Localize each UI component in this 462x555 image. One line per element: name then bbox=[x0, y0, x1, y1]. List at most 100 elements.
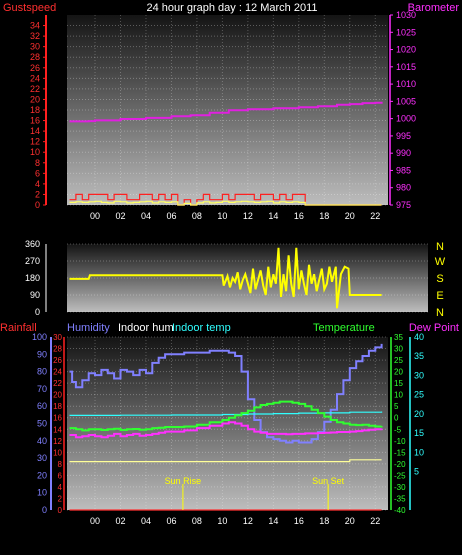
temperature-tick-label: 10 bbox=[394, 391, 403, 400]
rainfall-tick-label: 26 bbox=[53, 356, 62, 365]
barometer-axis-title: Barometer bbox=[408, 2, 460, 14]
panel-3-annotations: Sun Rise Sun Set bbox=[165, 476, 345, 510]
compass-label: E bbox=[436, 290, 443, 302]
dewpoint-tick-label: 30 bbox=[414, 370, 424, 380]
series-temperature bbox=[69, 400, 383, 432]
x-tick-label: 04 bbox=[141, 211, 151, 221]
compass-label: S bbox=[436, 273, 443, 285]
gust-tick-label: 20 bbox=[30, 94, 40, 104]
rainfall-tick-label: 18 bbox=[53, 402, 62, 411]
gust-tick-label: 30 bbox=[30, 42, 40, 52]
series-indoor-hum bbox=[69, 459, 382, 463]
series-indoor-temp bbox=[69, 411, 383, 416]
temperature-tick-label: 0 bbox=[394, 414, 399, 423]
humidity-tick-label: 80 bbox=[37, 367, 47, 377]
temperature-tick-label: -40 bbox=[394, 506, 406, 515]
panel-temperature-humidity: 0102030405060708090100024681012141618202… bbox=[32, 332, 424, 526]
x-tick-label: 06 bbox=[166, 516, 176, 526]
panel-wind-barometer: 0246810121416182022242628303234975980985… bbox=[30, 10, 416, 221]
x-tick-label: 16 bbox=[294, 516, 304, 526]
direction-tick-label: 90 bbox=[30, 290, 40, 300]
temperature-tick-label: 30 bbox=[394, 345, 403, 354]
barometer-tick-label: 975 bbox=[396, 200, 411, 210]
gustspeed-axis-title: Gustspeed bbox=[3, 2, 56, 14]
direction-tick-label: 0 bbox=[35, 307, 40, 317]
x-tick-label: 12 bbox=[243, 211, 253, 221]
graph-title: 24 hour graph day : 12 March 2011 bbox=[146, 2, 317, 14]
rainfall-tick-label: 6 bbox=[58, 471, 63, 480]
rainfall-tick-label: 20 bbox=[53, 391, 62, 400]
dewpoint-tick-label: 5 bbox=[414, 467, 419, 477]
x-tick-label: 10 bbox=[217, 516, 227, 526]
temperature-tick-label: -20 bbox=[394, 460, 406, 469]
temperature-tick-label: 15 bbox=[394, 379, 403, 388]
annotation-sun-set: Sun Set bbox=[312, 476, 345, 486]
barometer-tick-label: 1005 bbox=[396, 96, 416, 106]
legend-dew-point: Dew Point bbox=[409, 322, 459, 334]
rainfall-tick-label: 4 bbox=[58, 483, 63, 492]
rainfall-tick-label: 12 bbox=[53, 437, 62, 446]
gust-tick-label: 10 bbox=[30, 147, 40, 157]
direction-tick-label: 180 bbox=[25, 273, 40, 283]
rainfall-tick-label: 28 bbox=[53, 345, 62, 354]
dewpoint-tick-label: 20 bbox=[414, 409, 424, 419]
temperature-tick-label: -35 bbox=[394, 494, 406, 503]
rainfall-tick-label: 14 bbox=[53, 425, 62, 434]
x-tick-label: 02 bbox=[115, 516, 125, 526]
x-tick-label: 22 bbox=[370, 211, 380, 221]
series-humidity bbox=[69, 343, 383, 444]
x-tick-label: 18 bbox=[319, 211, 329, 221]
barometer-tick-label: 1025 bbox=[396, 27, 416, 37]
humidity-tick-label: 40 bbox=[37, 436, 47, 446]
temperature-tick-label: -25 bbox=[394, 471, 406, 480]
humidity-tick-label: 100 bbox=[32, 332, 47, 342]
legend-rainfall: Rainfall bbox=[0, 322, 37, 334]
humidity-tick-label: 10 bbox=[37, 488, 47, 498]
gust-tick-label: 28 bbox=[30, 52, 40, 62]
legend-indoor-hum: Indoor hum bbox=[118, 322, 174, 334]
x-tick-label: 04 bbox=[141, 516, 151, 526]
barometer-tick-label: 1030 bbox=[396, 10, 416, 20]
x-tick-label: 20 bbox=[345, 516, 355, 526]
rainfall-tick-label: 0 bbox=[58, 506, 63, 515]
legend-indoor-temp: Indoor temp bbox=[172, 322, 231, 334]
gust-tick-label: 2 bbox=[35, 189, 40, 199]
direction-tick-label: 360 bbox=[25, 239, 40, 249]
barometer-tick-label: 990 bbox=[396, 148, 411, 158]
legend-humidity: Humidity bbox=[67, 322, 110, 334]
gust-tick-label: 26 bbox=[30, 63, 40, 73]
gust-tick-label: 0 bbox=[35, 200, 40, 210]
panel-1-grid bbox=[67, 15, 388, 206]
barometer-tick-label: 1010 bbox=[396, 79, 416, 89]
panel-1-series bbox=[69, 101, 383, 206]
rainfall-tick-label: 30 bbox=[53, 333, 62, 342]
barometer-tick-label: 985 bbox=[396, 165, 411, 175]
gust-tick-label: 14 bbox=[30, 126, 40, 136]
humidity-tick-label: 90 bbox=[37, 349, 47, 359]
temperature-tick-label: 20 bbox=[394, 368, 403, 377]
gust-tick-label: 24 bbox=[30, 73, 40, 83]
gust-tick-label: 8 bbox=[35, 158, 40, 168]
gust-tick-label: 12 bbox=[30, 137, 40, 147]
humidity-tick-label: 20 bbox=[37, 470, 47, 480]
temperature-tick-label: -10 bbox=[394, 437, 406, 446]
x-tick-label: 22 bbox=[370, 516, 380, 526]
dewpoint-tick-label: 15 bbox=[414, 428, 424, 438]
x-tick-label: 18 bbox=[319, 516, 329, 526]
barometer-tick-label: 1015 bbox=[396, 62, 416, 72]
rainfall-tick-label: 24 bbox=[53, 368, 62, 377]
gust-tick-label: 4 bbox=[35, 179, 40, 189]
gust-tick-label: 22 bbox=[30, 84, 40, 94]
series-wind-direction bbox=[69, 247, 382, 309]
rainfall-tick-label: 22 bbox=[53, 379, 62, 388]
panel-2-series bbox=[69, 247, 382, 309]
gust-tick-label: 6 bbox=[35, 168, 40, 178]
barometer-tick-label: 1000 bbox=[396, 114, 416, 124]
x-tick-label: 08 bbox=[192, 211, 202, 221]
direction-tick-label: 270 bbox=[25, 256, 40, 266]
annotation-sun-rise: Sun Rise bbox=[165, 476, 202, 486]
panel-1-axes: 0246810121416182022242628303234975980985… bbox=[30, 10, 416, 221]
humidity-tick-label: 50 bbox=[37, 419, 47, 429]
